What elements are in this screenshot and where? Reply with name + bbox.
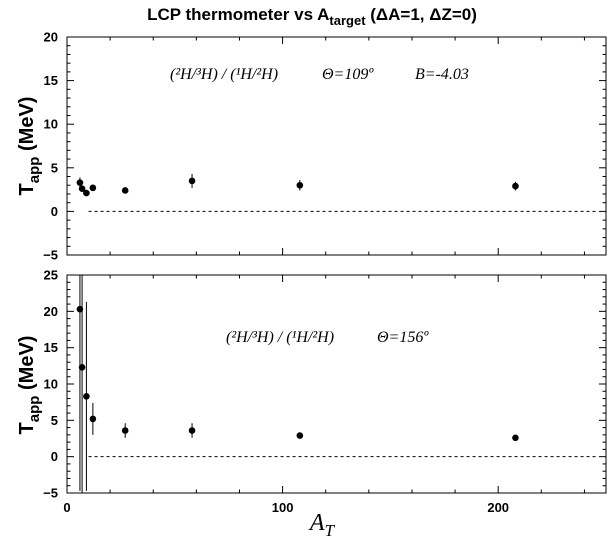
data-point	[76, 179, 84, 186]
y-tick-label: 10	[44, 377, 58, 392]
y-tick-label: 0	[51, 449, 58, 464]
data-point	[296, 181, 304, 189]
data-point	[78, 185, 86, 193]
y-tick-label: 20	[44, 30, 58, 45]
data-point	[83, 393, 90, 400]
chart-title: LCP thermometer vs Atarget (ΔA=1, ΔZ=0)	[147, 5, 477, 28]
panel-top-axis-ticks: −5 0 5 10 15 20	[43, 30, 606, 263]
panel-top: −5 0 5 10 15 20 (²H/³H) / (¹H/²H) Θ=109º B=-4…	[16, 30, 607, 263]
x-tick-label: 0	[63, 500, 70, 515]
data-point	[512, 182, 519, 190]
data-point	[89, 184, 97, 192]
data-point	[89, 415, 97, 423]
panel-bottom-frame	[66, 274, 607, 494]
data-point	[121, 427, 129, 434]
panel-top-annotation-b: B=-4.03	[415, 66, 469, 83]
panel-top-ylabel: Tapp (MeV)	[16, 97, 43, 196]
data-point	[83, 189, 90, 197]
y-tick-label: 20	[44, 304, 58, 319]
panel-bottom-axis-ticks: −5 0 5 10 15 20 25 0 100 200	[43, 268, 606, 515]
y-tick-label: 5	[51, 413, 58, 428]
y-tick-label: 15	[44, 73, 58, 88]
y-tick-label: 15	[44, 340, 58, 355]
panel-bottom-annotation-theta: Θ=156º	[377, 329, 429, 346]
y-tick-label: 10	[44, 117, 58, 132]
y-tick-label: 25	[44, 268, 58, 283]
x-tick-label: 100	[272, 500, 294, 515]
data-point	[188, 177, 196, 185]
y-tick-label: 0	[51, 204, 58, 219]
data-point	[296, 432, 304, 439]
data-point	[512, 434, 519, 442]
data-point	[188, 427, 196, 434]
data-point	[76, 305, 84, 313]
panel-bottom: −5 0 5 10 15 20 25 0 100 200 (²H/³H) / (¹H/²H) Θ=…	[16, 268, 607, 515]
panel-top-annotation-theta: Θ=109º	[322, 66, 374, 83]
panel-top-series	[76, 173, 519, 197]
y-tick-label: −5	[43, 486, 58, 501]
panel-top-annotation-ratio: (²H/³H) / (¹H/²H)	[170, 66, 278, 83]
data-point	[78, 363, 86, 371]
y-tick-label: 5	[51, 160, 58, 175]
panel-bottom-ylabel: Tapp (MeV)	[16, 336, 43, 435]
panel-bottom-annotation-ratio: (²H/³H) / (¹H/²H)	[226, 329, 334, 346]
y-tick-label: −5	[43, 248, 58, 263]
panel-bottom-series	[76, 275, 519, 493]
x-tick-label: 200	[487, 500, 509, 515]
data-point	[121, 187, 129, 194]
panel-top-frame	[66, 36, 607, 256]
x-axis-label: AT	[308, 510, 336, 540]
